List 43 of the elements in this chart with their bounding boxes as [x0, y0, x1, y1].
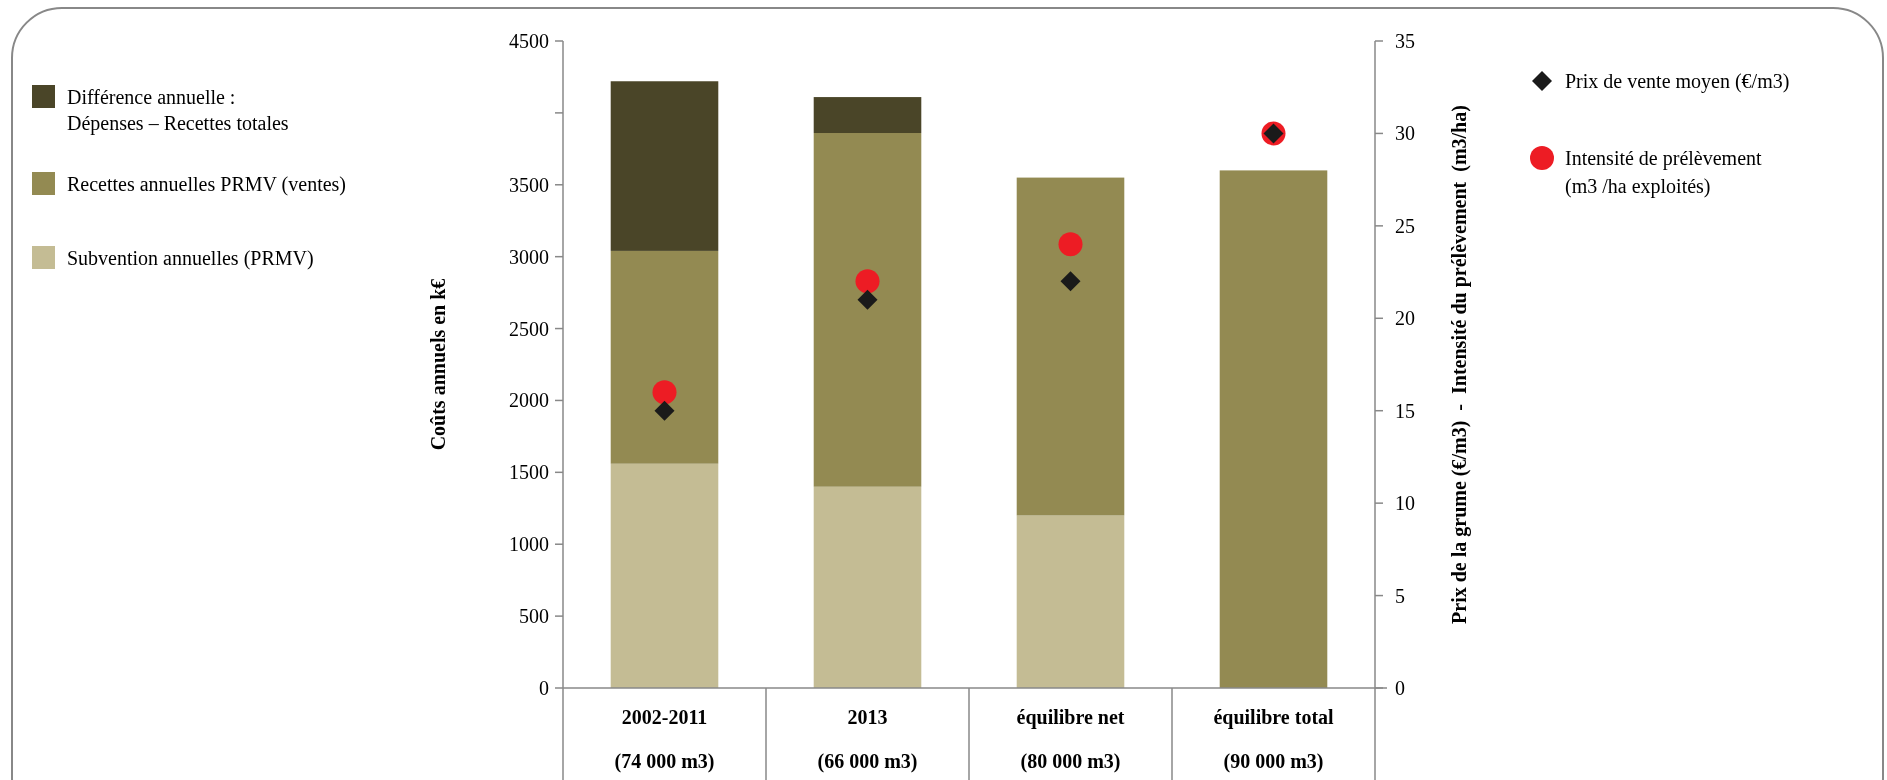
legend-label: Intensité de prélèvement (m3 /ha exploités): [1565, 147, 1763, 198]
y-tick-label: 2000: [509, 389, 549, 412]
x-tick-label: équilibre total (90 000 m3): [1213, 706, 1335, 773]
y2-tick-label: 25: [1395, 214, 1415, 237]
point: [1058, 232, 1083, 257]
y2-axis-title: Prix de la grume (€/m3) - Intensité du prélèvement (m3/ha): [1448, 105, 1471, 624]
bar: [1219, 170, 1328, 688]
bar: [813, 133, 922, 487]
point: [652, 380, 677, 405]
bar: [1016, 515, 1125, 688]
point: [857, 289, 878, 310]
y2-tick-label: 30: [1395, 122, 1415, 145]
y-tick-label: 0: [539, 677, 549, 699]
y-axis-title: Coûts annuels en k€: [427, 278, 449, 451]
y2-tick-label: 20: [1395, 307, 1415, 330]
bar: [813, 486, 922, 688]
y2-tick-label: 5: [1395, 584, 1405, 607]
point: [855, 269, 880, 294]
point: [654, 400, 675, 421]
x-tick-label: 2002-2011 (74 000 m3): [614, 706, 715, 773]
legend-label: Différence annuelle : Dépenses – Recettes totales: [67, 86, 289, 135]
y2-tick-label: 15: [1395, 399, 1415, 422]
y-tick-label: 3500: [509, 173, 549, 196]
y-tick-label: 4500: [509, 30, 549, 52]
point: [1060, 271, 1081, 292]
bar: [610, 81, 719, 251]
bar: [610, 250, 719, 464]
y2-tick-label: 35: [1395, 30, 1415, 52]
y-tick-label: 1500: [509, 461, 549, 484]
legend-label: Prix de vente moyen (€/m3): [1565, 70, 1790, 93]
bar: [813, 97, 922, 134]
y-tick-label: 2500: [509, 317, 549, 340]
y-tick-label: 500: [519, 605, 549, 628]
y2-tick-label: 0: [1395, 677, 1405, 699]
y2-tick-label: 10: [1395, 492, 1415, 515]
legend-label: Subvention annuelles (PRMV): [67, 247, 314, 270]
x-tick-label: équilibre net (80 000 m3): [1016, 706, 1125, 773]
y-tick-label: 3000: [509, 245, 549, 268]
x-tick-label: 2013 (66 000 m3): [817, 706, 918, 773]
bar: [610, 463, 719, 688]
y-tick-label: 1000: [509, 533, 549, 556]
legend-label: Recettes annuelles PRMV (ventes): [67, 173, 347, 196]
bar: [1016, 177, 1125, 516]
